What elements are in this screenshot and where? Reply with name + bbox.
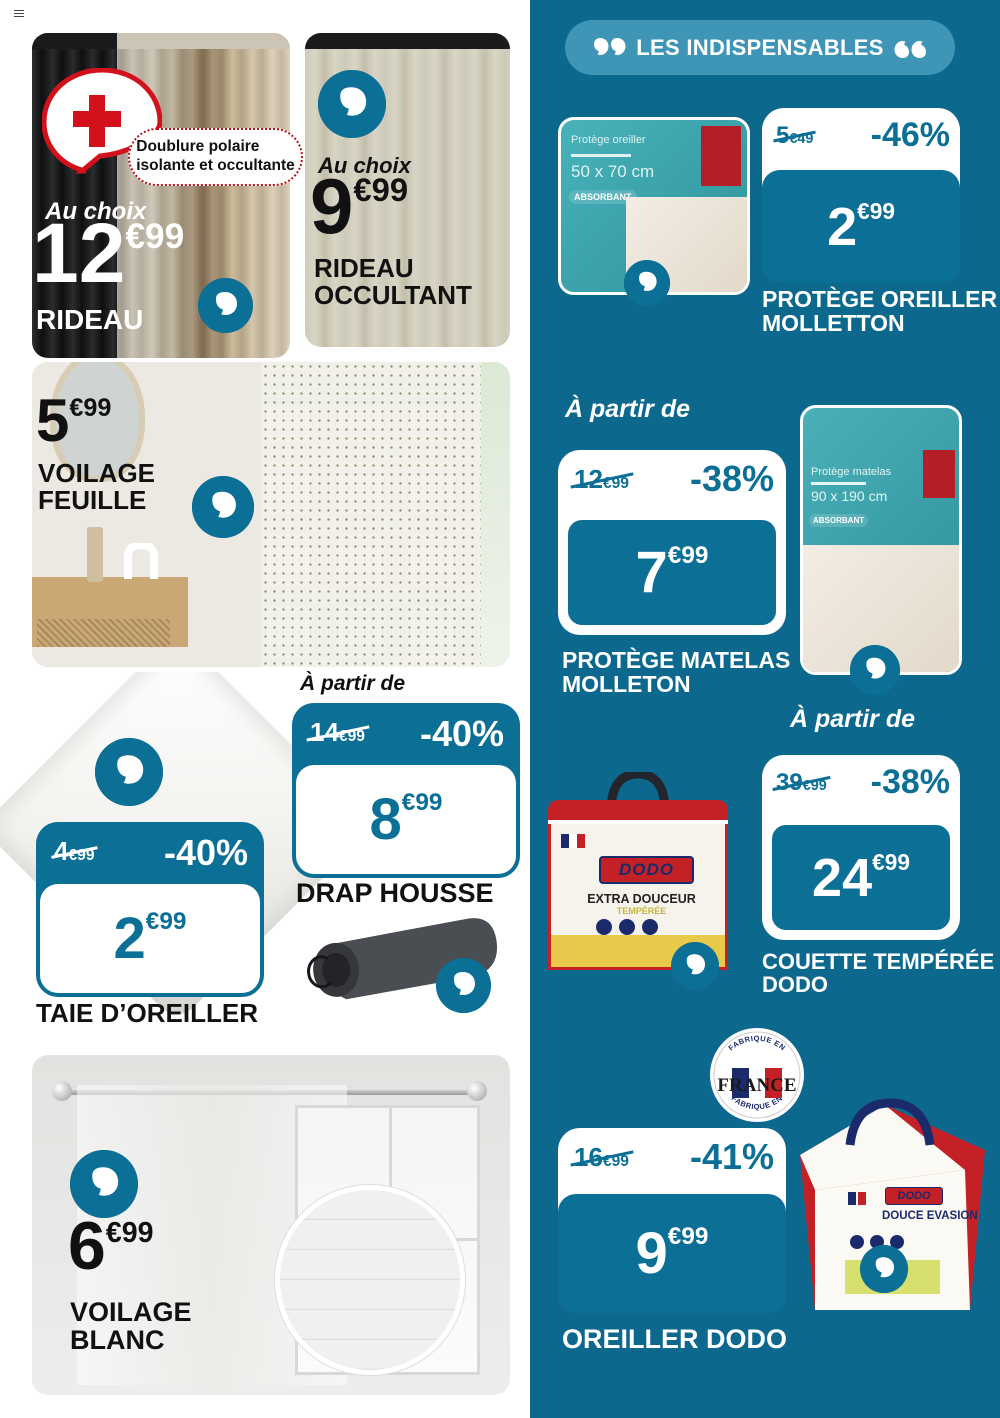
svg-text:FRANCE: FRANCE (717, 1075, 796, 1096)
